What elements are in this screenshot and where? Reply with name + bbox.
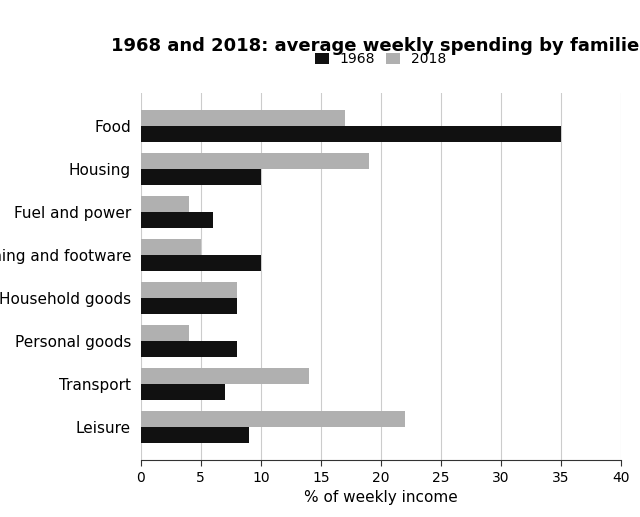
Bar bbox=[141, 282, 237, 298]
Bar bbox=[141, 212, 212, 229]
Bar bbox=[141, 153, 369, 169]
Bar bbox=[141, 126, 561, 142]
Bar bbox=[141, 239, 201, 255]
Bar bbox=[141, 411, 405, 427]
Bar bbox=[141, 341, 237, 357]
Bar bbox=[141, 298, 237, 314]
Legend: 1968, 2018: 1968, 2018 bbox=[315, 52, 447, 66]
Bar bbox=[141, 325, 189, 341]
Bar bbox=[141, 384, 225, 401]
Bar bbox=[141, 255, 261, 271]
Bar bbox=[141, 427, 249, 444]
Bar bbox=[141, 196, 189, 212]
X-axis label: % of weekly income: % of weekly income bbox=[304, 490, 458, 505]
Title: 1968 and 2018: average weekly spending by families: 1968 and 2018: average weekly spending b… bbox=[111, 37, 640, 55]
Bar bbox=[141, 110, 345, 126]
Bar bbox=[141, 368, 309, 384]
Bar bbox=[141, 169, 261, 186]
